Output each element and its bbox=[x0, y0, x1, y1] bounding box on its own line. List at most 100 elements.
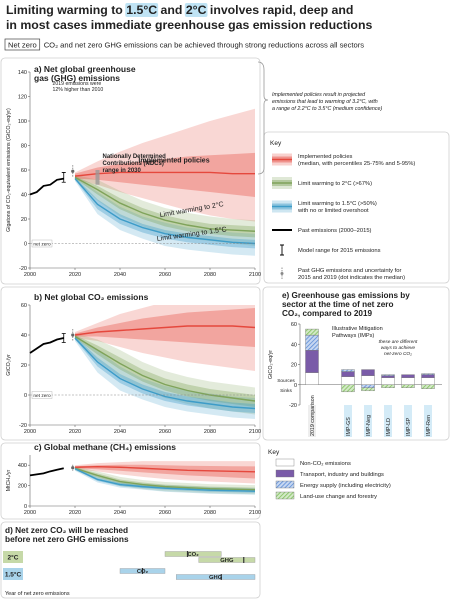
y-tick-label: -20 bbox=[19, 266, 27, 272]
legend-text: Land-use change and forestry bbox=[300, 494, 377, 500]
side-note: emissions that lead to warming of 3.2°C,… bbox=[272, 99, 378, 105]
category-label-bg bbox=[424, 405, 432, 437]
y-axis-label: GtCO₂-eq/yr bbox=[268, 350, 274, 379]
ndc-label: Contributions (NDCs) bbox=[103, 161, 164, 167]
bar-segment bbox=[341, 384, 355, 393]
zero-label: net zero bbox=[33, 242, 51, 248]
median-line bbox=[74, 337, 255, 410]
category-label-bg bbox=[404, 405, 412, 437]
x-tick-label: IMP-Neg bbox=[366, 415, 372, 436]
panel-title: gas (GHG) emissions bbox=[34, 73, 120, 83]
title-text: involves rapid, deep and bbox=[206, 3, 353, 17]
x-tick-label: 2080 bbox=[204, 510, 216, 516]
zero-label-bg bbox=[31, 239, 53, 248]
title-text: and bbox=[157, 3, 186, 17]
net-zero-range bbox=[176, 574, 256, 580]
y-tick-label: 140 bbox=[18, 70, 27, 76]
band bbox=[75, 176, 255, 238]
y-tick-label: 20 bbox=[291, 363, 297, 369]
plot bbox=[74, 108, 255, 256]
row-label-bg bbox=[3, 551, 23, 563]
legend-text: Implemented policies bbox=[298, 154, 353, 160]
median-line bbox=[74, 176, 255, 232]
panel-title: CO₂, compared to 2019 bbox=[282, 309, 373, 318]
category-label-bg bbox=[308, 405, 316, 437]
panel-title: before net zero GHG emissions bbox=[5, 534, 129, 544]
panel-frame bbox=[0, 521, 261, 599]
annotation: 2019 emissions were bbox=[53, 81, 102, 87]
x-tick-label: 2000 bbox=[24, 510, 36, 516]
legend-text: Past GHG emissions and uncertainty for bbox=[298, 268, 401, 274]
legend-text: Transport, industry and buildings bbox=[300, 472, 384, 478]
net-zero-range bbox=[164, 551, 222, 557]
side-note: Implemented policies result in projected bbox=[272, 92, 366, 98]
category-label-bg bbox=[364, 405, 372, 437]
y-tick-label: 40 bbox=[21, 193, 27, 199]
legend-swatch bbox=[275, 480, 295, 489]
legend-text: Non-CO₂ emissions bbox=[300, 461, 351, 467]
zero-label-bg bbox=[31, 391, 53, 399]
legend-swatch bbox=[275, 491, 295, 500]
median-line bbox=[74, 466, 255, 473]
panel-title: b) Net global CO₂ emissions bbox=[34, 292, 149, 302]
key-swatch bbox=[280, 272, 284, 275]
net-zero-range bbox=[198, 557, 256, 563]
group-label: Pathways (IMPs) bbox=[332, 333, 374, 339]
bar-segment bbox=[401, 377, 415, 385]
y-tick-label: 60 bbox=[21, 303, 27, 309]
sources-label: Sources bbox=[277, 378, 295, 384]
bar-segment bbox=[421, 377, 435, 385]
band bbox=[75, 305, 255, 371]
bar-segment bbox=[381, 377, 395, 385]
panel-frame bbox=[262, 286, 450, 441]
row-label: 2°C bbox=[8, 554, 19, 562]
bar-segment bbox=[361, 369, 375, 376]
row-label: 1.5°C bbox=[5, 571, 22, 579]
side-note: a range of 2.2°C to 3.5°C (medium confid… bbox=[272, 106, 382, 112]
past-line bbox=[29, 337, 64, 354]
median-line bbox=[74, 335, 255, 402]
bar-label: GHG bbox=[209, 575, 223, 581]
band bbox=[75, 333, 255, 415]
bar-segment bbox=[341, 369, 355, 372]
y-tick-label: 0 bbox=[24, 242, 27, 248]
median-line bbox=[74, 325, 255, 336]
panel-frame bbox=[0, 57, 261, 285]
legend-text: Limit warming to 1.5°C (>50%) bbox=[298, 201, 377, 207]
bar-segment bbox=[381, 375, 395, 378]
bar-segment bbox=[401, 374, 415, 378]
plot bbox=[74, 461, 255, 495]
annotation: 12% higher than 2010 bbox=[53, 87, 104, 93]
ndc-label: range in 2030 bbox=[103, 168, 142, 174]
y-tick-label: 40 bbox=[291, 342, 297, 348]
x-tick-label: 2100 bbox=[249, 429, 261, 435]
x-tick-label: 2020 bbox=[69, 510, 81, 516]
x-tick-label: IMP-GS bbox=[346, 417, 352, 436]
y-tick-label: 400 bbox=[18, 463, 27, 469]
key-title: Key bbox=[270, 140, 282, 147]
category-label-bg bbox=[384, 405, 392, 437]
x-tick-label: 2100 bbox=[249, 510, 261, 516]
bar-segment bbox=[421, 384, 435, 390]
y-tick-label: 60 bbox=[291, 322, 297, 328]
x-tick-label: 2000 bbox=[24, 429, 36, 435]
bar-segment bbox=[421, 374, 435, 378]
bar-segment bbox=[381, 374, 395, 376]
x-tick-label: 2080 bbox=[204, 272, 216, 278]
x-tick-label: IMP-SP bbox=[406, 417, 412, 436]
category-label-bg bbox=[344, 405, 352, 437]
x-tick-label: 2040 bbox=[114, 510, 126, 516]
y-tick-label: 80 bbox=[21, 144, 27, 150]
y-tick-label: -20 bbox=[19, 423, 27, 429]
x-tick-label: 2040 bbox=[114, 429, 126, 435]
y-tick-label: 100 bbox=[18, 119, 27, 125]
band bbox=[75, 335, 255, 407]
band bbox=[75, 108, 255, 222]
y-axis-label: GtCO₂/yr bbox=[6, 354, 12, 376]
bar-label: GHG bbox=[220, 558, 234, 564]
panel-title: c) Global methane (CH₄) emissions bbox=[34, 442, 176, 452]
bar-label: CO₂ bbox=[187, 552, 199, 558]
y-axis-label: MtCH₄/yr bbox=[6, 469, 12, 491]
key-swatch bbox=[280, 244, 284, 256]
